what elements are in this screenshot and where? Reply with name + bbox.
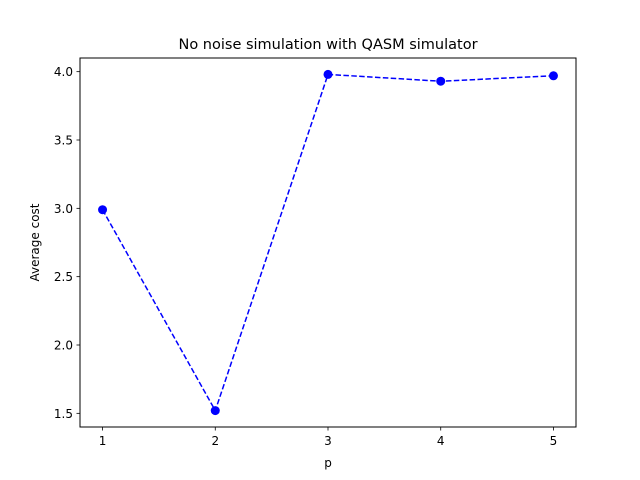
y-axis-title: Average cost <box>28 203 42 281</box>
data-point <box>98 205 108 215</box>
plot-area: 1 2 3 4 5 1.5 2.0 2.5 3.0 3.5 4.0 <box>54 65 558 448</box>
y-tick-label: 1.5 <box>54 407 73 421</box>
y-tick-label: 2.0 <box>54 339 73 353</box>
x-tick-label: 1 <box>99 434 107 448</box>
data-point <box>548 71 558 81</box>
data-point <box>323 69 333 79</box>
y-tick-label: 3.0 <box>54 202 73 216</box>
x-tick-label: 4 <box>437 434 445 448</box>
axes-frame <box>79 57 577 428</box>
chart-title: No noise simulation with QASM simulator <box>178 37 477 53</box>
y-tick-label: 3.5 <box>54 134 73 148</box>
x-tick-label: 5 <box>550 434 558 448</box>
data-point <box>436 76 446 86</box>
y-tick-label: 2.5 <box>54 270 73 284</box>
y-tick-label: 4.0 <box>54 65 73 79</box>
x-tick-label: 3 <box>324 434 332 448</box>
data-point <box>210 406 220 416</box>
x-axis-title: p <box>324 456 332 470</box>
x-tick-label: 2 <box>211 434 219 448</box>
